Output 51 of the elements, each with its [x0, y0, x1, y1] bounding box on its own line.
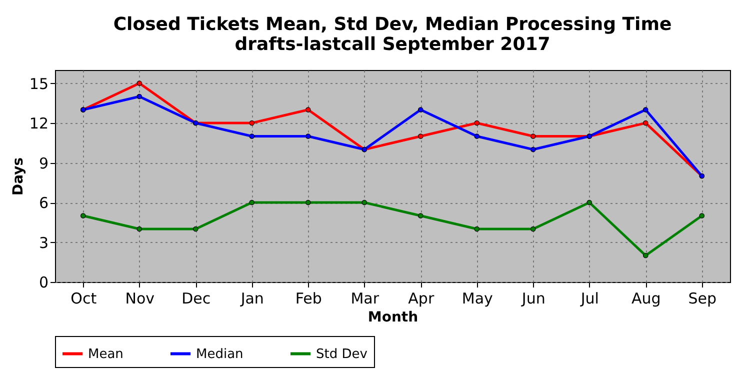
point: [474, 226, 480, 232]
y-tick-label: 9: [38, 154, 48, 172]
x-tick-label: Apr: [408, 290, 435, 308]
point: [642, 252, 648, 258]
point: [305, 200, 311, 206]
x-tick-label: Dec: [182, 290, 211, 308]
point: [80, 213, 86, 218]
point: [136, 94, 142, 100]
x-tick-label: Aug: [631, 290, 661, 308]
y-tick-label: 6: [38, 194, 48, 212]
point: [418, 213, 424, 218]
legend-label: Median: [196, 346, 244, 362]
point: [136, 226, 142, 232]
point: [474, 134, 480, 139]
legend-label: Mean: [88, 346, 124, 362]
point: [418, 134, 424, 139]
y-tick-label: 12: [29, 114, 48, 132]
y-tick-label: 0: [38, 274, 48, 292]
y-axis-title: Days: [10, 157, 26, 196]
point: [586, 200, 592, 206]
point: [305, 134, 311, 139]
x-tick-label: Oct: [70, 290, 97, 308]
point: [305, 107, 311, 112]
legend-label: Std Dev: [316, 346, 368, 362]
x-tick-label: Sep: [688, 290, 717, 308]
x-tick-label: Nov: [125, 290, 155, 308]
point: [192, 226, 198, 232]
y-tick-label: 15: [29, 74, 48, 93]
x-tick-label: Mar: [350, 290, 380, 308]
point: [136, 80, 142, 86]
point: [530, 226, 536, 232]
point: [530, 134, 536, 139]
point: [362, 200, 368, 206]
chart-title: Closed Tickets Mean, Std Dev, Median Processing Time: [113, 14, 672, 35]
point: [249, 200, 255, 206]
point: [249, 120, 255, 126]
point: [474, 120, 480, 126]
point: [418, 107, 424, 112]
x-tick-label: Jun: [520, 290, 546, 308]
y-tick-label: 3: [38, 234, 48, 252]
x-tick-label: Jan: [240, 290, 264, 308]
x-axis-title: Month: [368, 310, 418, 326]
x-tick-label: Feb: [295, 290, 322, 308]
point: [642, 107, 648, 112]
chart-subtitle: drafts-lastcall September 2017: [234, 34, 550, 55]
x-tick-label: Jul: [580, 290, 599, 308]
point: [642, 120, 648, 126]
x-tick-label: May: [462, 290, 493, 308]
point: [249, 134, 255, 139]
point: [530, 146, 536, 152]
point: [699, 213, 705, 218]
